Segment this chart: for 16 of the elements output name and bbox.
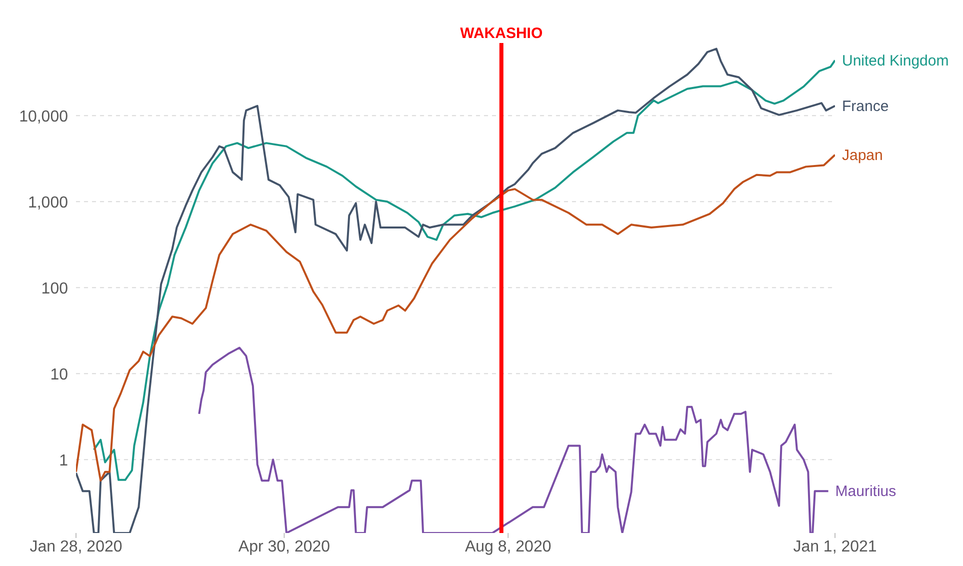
- x-tick-label: Jan 1, 2021: [793, 538, 877, 556]
- y-tick-label: 100: [41, 280, 68, 298]
- series-label: Japan: [842, 146, 883, 164]
- y-tick-label: 1,000: [28, 194, 68, 212]
- x-tick-label: Jan 28, 2020: [30, 538, 122, 556]
- series-label: France: [842, 98, 889, 115]
- y-tick-label: 10,000: [19, 108, 68, 126]
- x-tick-label: Aug 8, 2020: [464, 538, 552, 556]
- series-label: United Kingdom: [842, 52, 949, 70]
- y-tick-label: 10: [50, 366, 68, 384]
- ref-line-label: WAKASHIO: [460, 25, 543, 42]
- y-tick-label: 1: [59, 452, 68, 470]
- series-label: Mauritius: [835, 483, 896, 500]
- line-series: [198, 346, 830, 533]
- line-series: [76, 154, 835, 482]
- x-tick-label: Apr 30, 2020: [238, 538, 330, 556]
